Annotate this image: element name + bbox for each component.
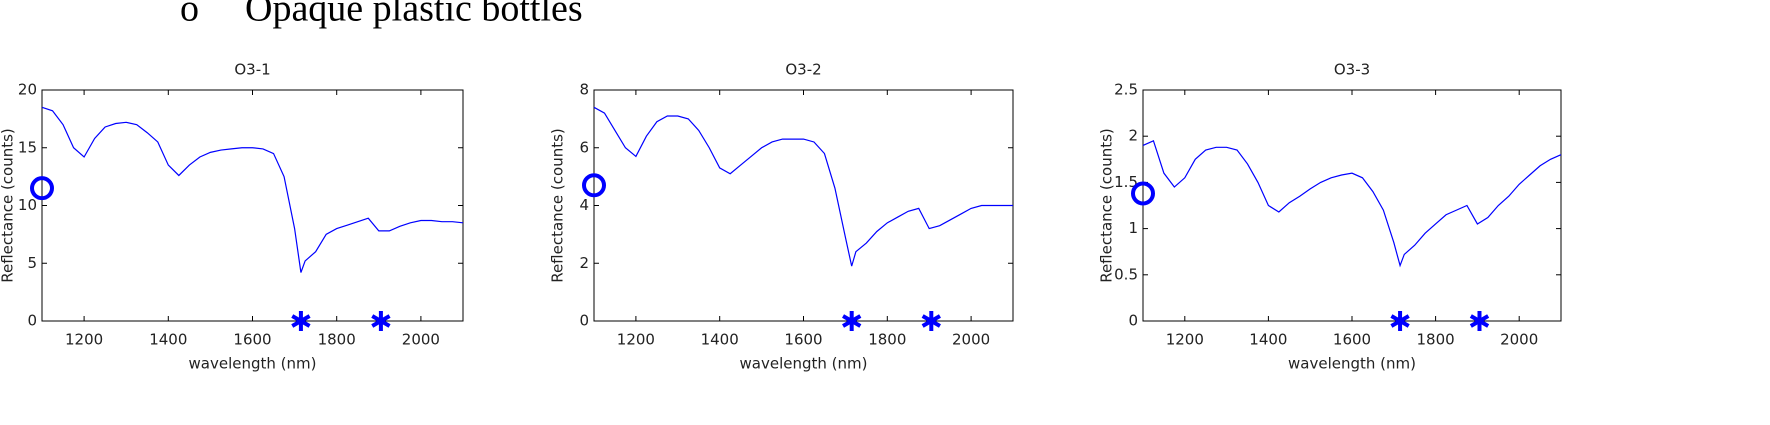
spectrum-line bbox=[1142, 140, 1562, 268]
x-axis-label: wavelength (nm) bbox=[1288, 355, 1416, 373]
x-tick-label: 1600 bbox=[1333, 331, 1371, 349]
chart-title: O3-1 bbox=[234, 61, 270, 79]
asterisk-marker bbox=[291, 311, 311, 331]
asterisk-marker bbox=[1390, 311, 1410, 331]
y-tick-label: 0 bbox=[1128, 312, 1138, 330]
y-axis-label: Reflectance (counts) bbox=[0, 128, 17, 283]
y-tick-label: 0 bbox=[579, 312, 589, 330]
y-tick-label: 2 bbox=[1128, 127, 1138, 145]
x-tick-label: 1800 bbox=[318, 331, 356, 349]
plot-frame bbox=[1142, 89, 1562, 322]
y-tick-label: 1 bbox=[1128, 219, 1138, 237]
y-tick-label: 2.5 bbox=[1114, 81, 1138, 99]
y-tick-label: 15 bbox=[18, 138, 37, 156]
circle-marker bbox=[1131, 181, 1155, 206]
x-tick-label: 2000 bbox=[1500, 331, 1538, 349]
x-axis-label: wavelength (nm) bbox=[189, 355, 317, 373]
asterisk-marker bbox=[921, 311, 941, 331]
x-axis-label: wavelength (nm) bbox=[740, 355, 868, 373]
x-tick-label: 1200 bbox=[617, 331, 655, 349]
bullet: o bbox=[180, 0, 199, 30]
y-tick-label: 5 bbox=[27, 254, 37, 272]
x-tick-label: 1400 bbox=[701, 331, 739, 349]
x-tick-label: 1600 bbox=[233, 331, 271, 349]
plot-frame bbox=[41, 89, 464, 322]
y-tick-label: 2 bbox=[579, 254, 589, 272]
y-axis-label: Reflectance (counts) bbox=[1098, 128, 1116, 283]
x-tick-label: 1200 bbox=[65, 331, 103, 349]
y-tick-label: 0.5 bbox=[1114, 265, 1138, 283]
x-tick-label: 1200 bbox=[1166, 331, 1204, 349]
y-tick-label: 1.5 bbox=[1114, 173, 1138, 191]
chart-title: O3-2 bbox=[785, 61, 821, 79]
y-tick-label: 4 bbox=[579, 196, 589, 214]
x-tick-label: 2000 bbox=[402, 331, 440, 349]
spectrum-line bbox=[593, 106, 1013, 267]
x-tick-label: 1400 bbox=[1249, 331, 1287, 349]
asterisk-marker bbox=[842, 311, 862, 331]
y-tick-label: 0 bbox=[27, 312, 37, 330]
circle-marker bbox=[582, 173, 606, 198]
asterisk-marker bbox=[371, 311, 391, 331]
y-axis-label: Reflectance (counts) bbox=[549, 128, 567, 283]
chart-title: O3-3 bbox=[1334, 61, 1370, 79]
x-tick-label: 2000 bbox=[952, 331, 990, 349]
x-tick-label: 1400 bbox=[149, 331, 187, 349]
x-tick-label: 1600 bbox=[784, 331, 822, 349]
heading: Opaque plastic bottles bbox=[245, 0, 583, 30]
circle-marker bbox=[30, 176, 54, 201]
x-tick-label: 1800 bbox=[868, 331, 906, 349]
spectrum-line bbox=[41, 106, 464, 273]
y-tick-label: 6 bbox=[579, 138, 589, 156]
x-tick-label: 1800 bbox=[1417, 331, 1455, 349]
chart: O3-2 wavelength (nm) Reflectance (counts) 1… bbox=[549, 61, 1014, 373]
y-tick-label: 10 bbox=[18, 196, 37, 214]
y-tick-label: 8 bbox=[579, 81, 589, 99]
asterisk-marker bbox=[1469, 311, 1490, 331]
y-tick-label: 20 bbox=[18, 81, 37, 99]
